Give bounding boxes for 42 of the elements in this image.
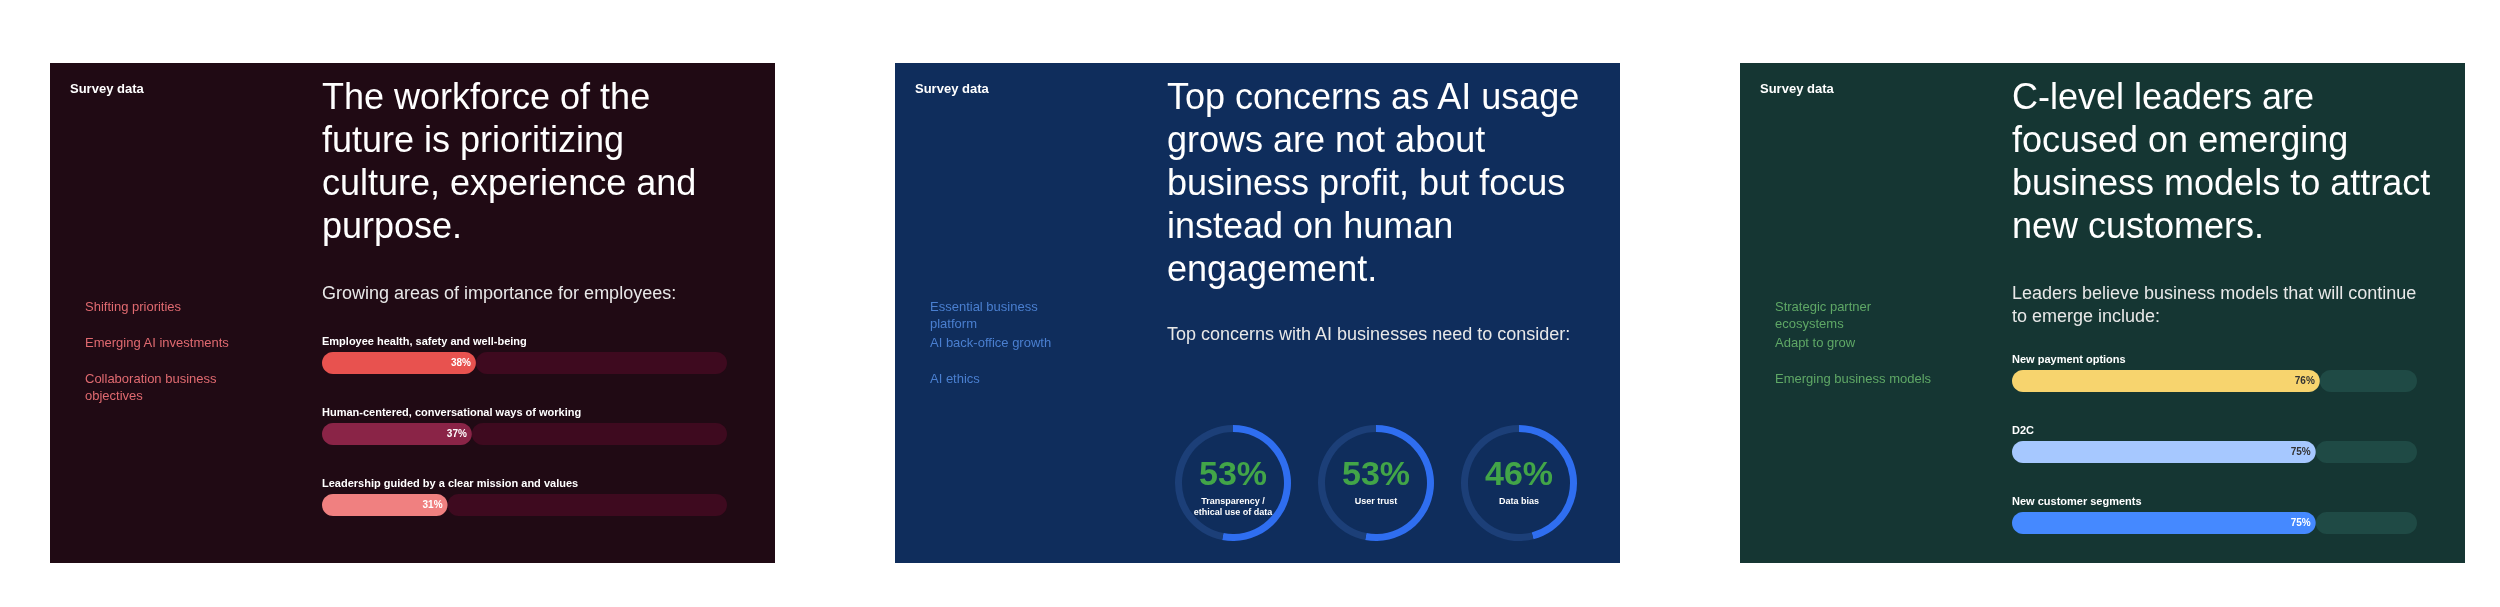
- text: Emerging business models: [1775, 371, 1932, 386]
- bar: [322, 423, 472, 445]
- text: Top concerns as AI usage grows are not about business profit, but focus instead on human engagement.: [1167, 76, 1580, 289]
- data-label: 53%: [1341, 454, 1411, 492]
- y-tick-label: Leadership guided by a clear mission and values: [322, 477, 579, 489]
- data-label: 75%: [2290, 446, 2311, 457]
- data-label: 38%: [450, 357, 472, 368]
- text: Emerging AI investments: [85, 335, 230, 350]
- data-label: 76%: [2294, 375, 2315, 386]
- slice-label: Transparency / ethical use of data: [1193, 496, 1274, 517]
- bar: [322, 494, 448, 516]
- chart-subtitle: Leaders believe business models that will continue to emerge include:: [2012, 283, 2417, 326]
- bar: [322, 352, 476, 374]
- data-label: 75%: [2290, 517, 2311, 528]
- data-label: 31%: [422, 499, 443, 510]
- text: AI back-office growth: [930, 335, 1052, 350]
- text: AI ethics: [930, 371, 981, 386]
- y-tick-label: New customer segments: [2012, 495, 2142, 507]
- text: Survey data: [70, 81, 145, 96]
- chart-subtitle: Growing areas of importance for employees:: [322, 283, 677, 303]
- text: Essential business platform: [930, 299, 1039, 331]
- slice-label: User trust: [1354, 496, 1398, 506]
- chart-title: C-level leaders are focused on emerging business models to attract new customers.: [2012, 76, 2431, 246]
- bar: [471, 423, 727, 445]
- chart-title: The workforce of the future is prioritizing culture, experience and purpose.: [322, 76, 697, 246]
- text: Survey data: [1760, 81, 1835, 96]
- text: Adapt to grow: [1775, 335, 1856, 350]
- text: Strategic partner ecosystems: [1775, 299, 1872, 331]
- text: Shifting priorities: [85, 299, 182, 314]
- y-tick-label: Human-centered, conversational ways of working: [322, 406, 582, 418]
- text: Collaboration business objectives: [85, 371, 218, 403]
- slice-label: Data bias: [1498, 496, 1540, 506]
- bar: [475, 352, 727, 374]
- text: Survey data: [915, 81, 990, 96]
- data-label: 53%: [1198, 454, 1268, 492]
- y-tick-label: New payment options: [2012, 353, 2126, 365]
- text: Top concerns with AI businesses need to consider:: [1167, 324, 1571, 344]
- data-label: 46%: [1484, 454, 1554, 492]
- y-tick-label: Employee health, safety and well-being: [322, 335, 527, 347]
- bar: [447, 494, 727, 516]
- data-label: 37%: [446, 428, 467, 439]
- y-tick-label: D2C: [2012, 424, 2035, 436]
